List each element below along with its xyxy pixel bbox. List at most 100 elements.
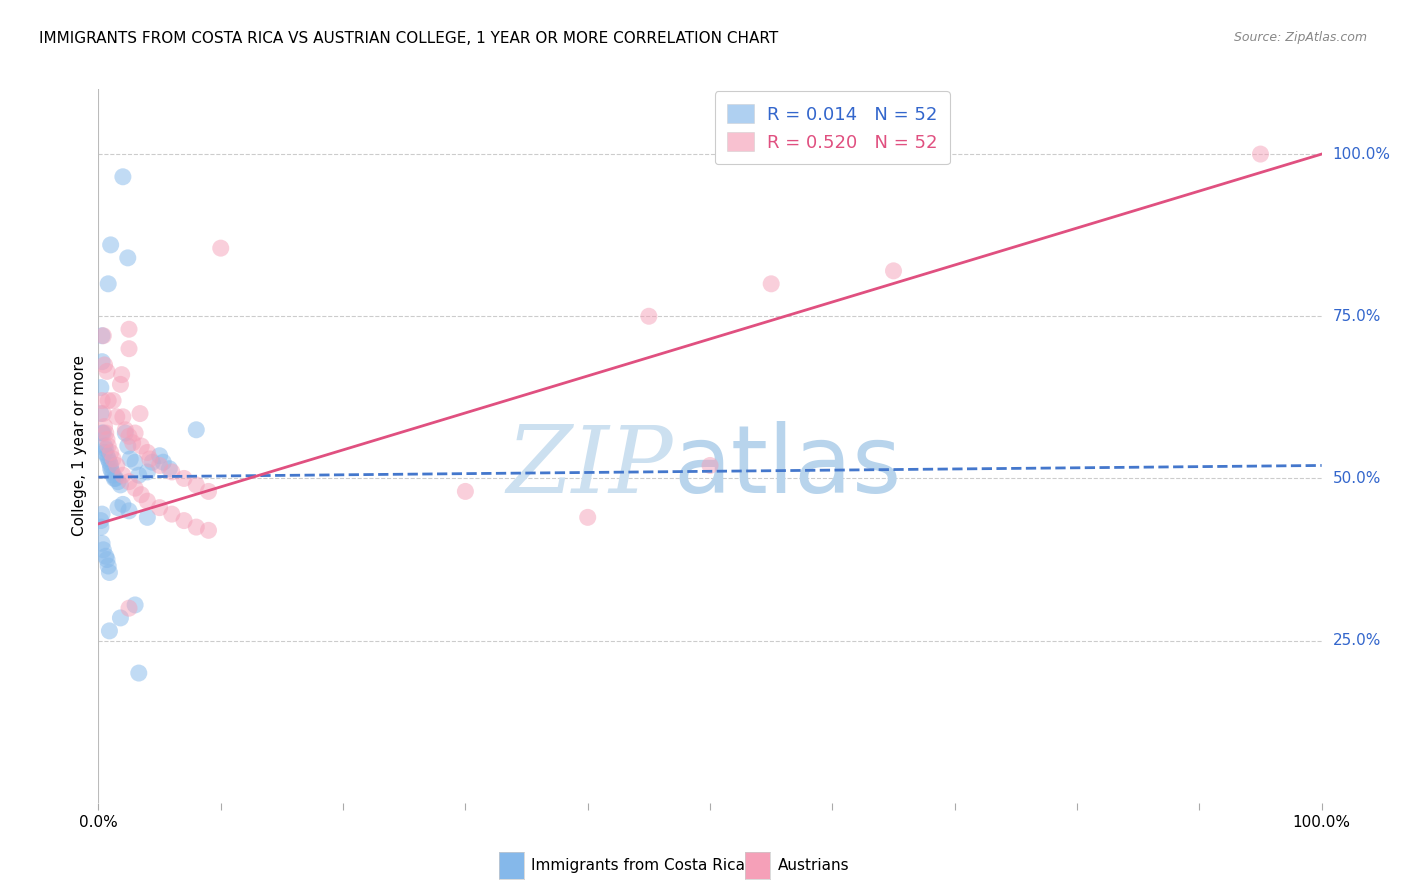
Point bbox=[96, 433, 118, 447]
Point bbox=[186, 478, 208, 492]
Text: ZIP: ZIP bbox=[506, 423, 673, 512]
Point bbox=[197, 484, 219, 499]
Point bbox=[118, 601, 141, 615]
Point bbox=[90, 520, 112, 534]
Point bbox=[124, 598, 146, 612]
Point bbox=[100, 238, 122, 252]
Point bbox=[173, 514, 195, 528]
Text: IMMIGRANTS FROM COSTA RICA VS AUSTRIAN COLLEGE, 1 YEAR OR MORE CORRELATION CHART: IMMIGRANTS FROM COSTA RICA VS AUSTRIAN C… bbox=[39, 31, 779, 46]
Point bbox=[118, 504, 141, 518]
Point bbox=[761, 277, 783, 291]
Point bbox=[107, 500, 129, 515]
Point bbox=[118, 429, 141, 443]
Point bbox=[97, 393, 120, 408]
Point bbox=[96, 449, 118, 463]
Point bbox=[160, 507, 183, 521]
Point bbox=[576, 510, 599, 524]
Point bbox=[100, 458, 122, 473]
Legend: R = 0.014   N = 52, R = 0.520   N = 52: R = 0.014 N = 52, R = 0.520 N = 52 bbox=[714, 91, 950, 164]
Point bbox=[94, 442, 117, 457]
Point bbox=[110, 478, 132, 492]
Point bbox=[118, 475, 141, 489]
Point bbox=[128, 468, 150, 483]
Text: Source: ZipAtlas.com: Source: ZipAtlas.com bbox=[1233, 31, 1367, 45]
Point bbox=[117, 251, 139, 265]
Point bbox=[90, 407, 112, 421]
Point bbox=[186, 520, 208, 534]
Point bbox=[149, 500, 172, 515]
Point bbox=[129, 407, 152, 421]
Point bbox=[129, 488, 152, 502]
Point bbox=[96, 552, 118, 566]
Point bbox=[96, 364, 118, 378]
Point bbox=[209, 241, 232, 255]
Point bbox=[93, 419, 115, 434]
Point bbox=[136, 494, 159, 508]
Point bbox=[141, 455, 163, 469]
Point bbox=[637, 310, 661, 324]
Point bbox=[97, 452, 120, 467]
Point bbox=[111, 409, 134, 424]
Point bbox=[139, 452, 162, 467]
Point bbox=[110, 611, 132, 625]
Point bbox=[197, 524, 219, 538]
Point bbox=[93, 439, 115, 453]
Point bbox=[91, 425, 114, 440]
Point bbox=[111, 468, 134, 483]
Point bbox=[101, 393, 124, 408]
Point bbox=[91, 393, 114, 408]
Point bbox=[152, 455, 174, 469]
Point bbox=[97, 439, 120, 453]
Point bbox=[186, 423, 208, 437]
Point bbox=[98, 624, 121, 638]
Point bbox=[100, 461, 122, 475]
Point bbox=[90, 381, 112, 395]
Point bbox=[136, 510, 159, 524]
Text: Immigrants from Costa Rica: Immigrants from Costa Rica bbox=[531, 858, 745, 872]
Point bbox=[94, 425, 117, 440]
Point bbox=[118, 342, 141, 356]
Point bbox=[98, 566, 121, 580]
Point bbox=[93, 358, 115, 372]
Point bbox=[98, 455, 121, 469]
Point bbox=[97, 277, 120, 291]
Point bbox=[104, 471, 127, 485]
Point bbox=[124, 481, 146, 495]
Point bbox=[883, 264, 905, 278]
Point bbox=[120, 452, 142, 467]
Point bbox=[105, 409, 128, 424]
Point bbox=[91, 407, 114, 421]
Point bbox=[173, 471, 195, 485]
Point bbox=[105, 458, 128, 473]
Point bbox=[100, 445, 122, 459]
Point bbox=[136, 465, 159, 479]
Text: Austrians: Austrians bbox=[778, 858, 849, 872]
Text: 75.0%: 75.0% bbox=[1333, 309, 1381, 324]
Point bbox=[110, 377, 132, 392]
Point bbox=[136, 445, 159, 459]
Point bbox=[157, 461, 180, 475]
Point bbox=[111, 368, 134, 382]
Point bbox=[97, 559, 120, 574]
Point bbox=[118, 322, 141, 336]
Point bbox=[91, 328, 114, 343]
Point bbox=[94, 549, 117, 564]
Point bbox=[149, 458, 172, 473]
Point bbox=[91, 425, 114, 440]
Point bbox=[90, 514, 112, 528]
Point bbox=[117, 439, 139, 453]
Point bbox=[91, 328, 114, 343]
Point bbox=[93, 445, 115, 459]
Point bbox=[111, 169, 134, 184]
Point bbox=[149, 449, 172, 463]
Point bbox=[91, 507, 114, 521]
Point bbox=[101, 468, 124, 483]
Point bbox=[91, 354, 114, 368]
Point bbox=[114, 423, 136, 437]
Point bbox=[454, 484, 477, 499]
Point bbox=[114, 425, 136, 440]
Point bbox=[128, 666, 150, 681]
Point bbox=[111, 497, 134, 511]
Point bbox=[101, 452, 124, 467]
Point bbox=[107, 475, 129, 489]
